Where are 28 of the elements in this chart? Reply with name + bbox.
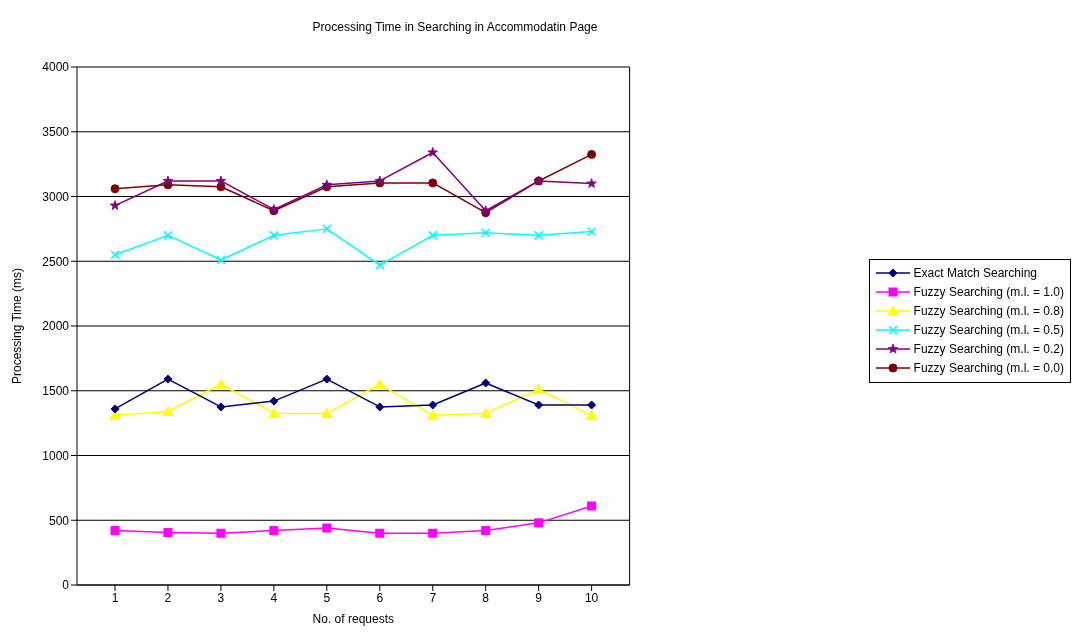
legend-label: Fuzzy Searching (m.l. = 0.2) [913, 342, 1064, 356]
x-tick-label: 10 [584, 590, 599, 605]
x-tick-label: 4 [270, 590, 278, 605]
x-tick-label: 6 [376, 590, 384, 605]
x-tick-label: 1 [111, 590, 119, 605]
x-axis-title: No. of requests [312, 612, 394, 626]
y-tick-label: 2000 [42, 319, 70, 334]
legend-label: Fuzzy Searching (m.l. = 0.0) [913, 361, 1064, 375]
chart-title: Processing Time in Searching in Accommodatin Page [311, 20, 599, 34]
y-tick-label: 1500 [42, 384, 70, 399]
y-tick-label: 0 [62, 578, 70, 593]
x-tick-label: 8 [482, 590, 490, 605]
legend-label: Fuzzy Searching (m.l. = 0.8) [913, 304, 1064, 318]
y-tick-label: 3500 [42, 125, 70, 140]
y-axis-title: Processing Time (ms) [10, 267, 25, 385]
x-tick-label: 5 [323, 590, 331, 605]
x-tick-label: 9 [535, 590, 543, 605]
x-tick-label: 7 [429, 590, 437, 605]
y-tick-label: 2500 [42, 254, 70, 269]
legend-label: Fuzzy Searching (m.l. = 0.5) [913, 323, 1064, 337]
legend-label: Fuzzy Searching (m.l. = 1.0) [913, 285, 1064, 299]
x-tick-label: 2 [164, 590, 172, 605]
y-tick-label: 3000 [42, 189, 70, 204]
y-tick-label: 1000 [42, 448, 70, 463]
legend-label: Exact Match Searching [913, 266, 1038, 280]
x-tick-label: 3 [217, 590, 225, 605]
y-tick-label: 4000 [42, 60, 70, 75]
y-tick-label: 500 [48, 513, 70, 528]
